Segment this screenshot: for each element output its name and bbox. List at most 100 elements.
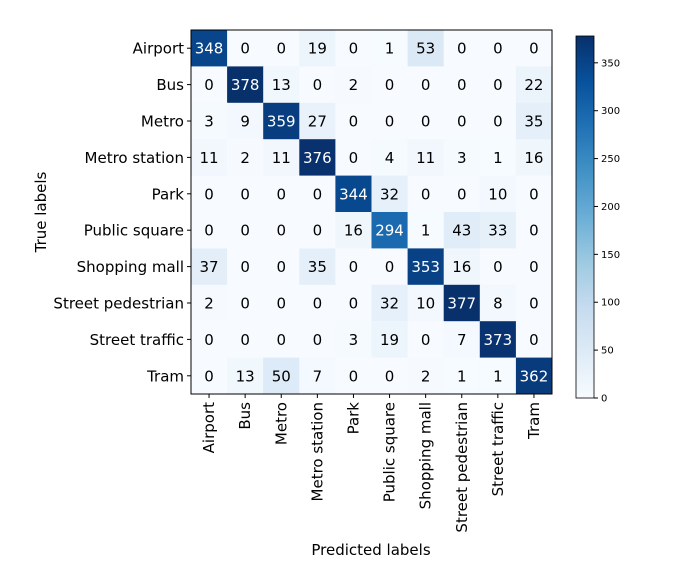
y-tick-label: Metro [141,113,184,131]
cell-value-label: 0 [276,331,286,349]
cell-value-label: 0 [349,258,359,276]
cell-value-label: 1 [457,367,467,385]
cell-value-label: 0 [457,40,467,58]
heatmap-cell [263,212,300,249]
heatmap-cell [443,30,481,67]
heatmap-cell [335,357,372,395]
heatmap-cell [479,248,517,286]
cell-value-label: 9 [240,113,250,131]
cell-value-label: 0 [240,295,250,313]
heatmap-cell [191,175,228,213]
heatmap-cell [515,30,553,67]
cell-value-label: 377 [447,295,476,313]
heatmap-cell [515,248,553,286]
heatmap-cell [299,321,336,359]
cell-value-label: 13 [272,76,291,94]
heatmap-cell [263,139,300,177]
cell-value-label: 373 [484,331,513,349]
heatmap-cell [407,139,445,177]
y-tick-label: Shopping mall [77,258,184,276]
heatmap-cell [335,139,372,177]
cell-value-label: 0 [313,76,323,94]
heatmap-cell [515,357,553,395]
cell-value-label: 353 [411,258,440,276]
y-tick-label: Street pedestrian [53,295,184,313]
y-axis-ticks: Airport Bus Metro Metro station Park Public s… [53,40,191,385]
x-tick-label: Street traffic [489,402,507,496]
heatmap-cell [479,357,517,395]
heatmap-frame [190,29,553,395]
x-tick-label: Street pedestrian [453,402,471,533]
cell-value-label: 7 [313,367,323,385]
cell-value-label: 22 [524,76,543,94]
y-axis-label: True labels [32,171,50,253]
cell-value-label: 19 [308,40,327,58]
heatmap-cell [515,66,553,104]
y-tick-label: Airport [133,40,184,58]
heatmap-cell [299,175,336,213]
cell-value-label: 0 [421,185,431,203]
heatmap-cell [479,284,517,322]
cell-value-label: 0 [385,258,395,276]
heatmap-cell [479,175,517,213]
heatmap-cell [515,284,553,322]
cell-value-label: 0 [276,185,286,203]
cell-value-label: 0 [457,185,467,203]
cell-value-label: 0 [204,222,214,240]
heatmap-cell [191,102,228,140]
heatmap-cell [227,357,264,395]
cell-value-label: 0 [204,367,214,385]
heatmap-cell [299,284,336,322]
cell-value-label: 0 [493,40,503,58]
colorbar-tick-label: 0 [601,394,607,405]
colorbar-tick-label: 250 [601,154,620,165]
heatmap-cell [371,139,409,177]
cell-value-label: 3 [349,331,359,349]
heatmap-cell [371,30,409,67]
heatmap-cell [227,248,264,286]
heatmap-cell [515,139,553,177]
heatmap-cell [191,139,228,177]
heatmap-cell [371,284,409,322]
heatmap-cell [371,321,409,359]
cell-value-label: 0 [240,258,250,276]
cell-value-label: 3 [204,113,214,131]
heatmap-cell [299,212,336,249]
colorbar-ticks: 0 50 100 150 200 250 300 350 [594,58,620,405]
heatmap-cell [515,212,553,249]
cell-value-label: 0 [204,331,214,349]
cell-value-label: 0 [421,331,431,349]
heatmap-cell [263,175,300,213]
heatmap-cell [407,175,445,213]
cell-value-label: 0 [529,258,539,276]
cell-value-label: 0 [204,185,214,203]
cell-value-label: 13 [236,367,255,385]
cell-value-label: 16 [344,222,363,240]
heatmap-cell [191,30,228,67]
heatmap-cell [443,66,481,104]
heatmap-cell [443,357,481,395]
heatmap-cell [479,30,517,67]
heatmap-cells [191,30,553,395]
cell-value-label: 16 [524,149,543,167]
cell-value-label: 11 [200,149,219,167]
cell-value-label: 0 [276,295,286,313]
cell-value-label: 0 [313,295,323,313]
heatmap-cell [263,357,300,395]
heatmap-cell [371,66,409,104]
cell-value-label: 27 [308,113,327,131]
heatmap-cell [191,66,228,104]
heatmap-cell [191,284,228,322]
cell-value-label: 53 [416,40,435,58]
heatmap-cell [335,102,372,140]
heatmap-cell [335,212,372,249]
cell-value-label: 2 [421,367,431,385]
heatmap-cell [479,66,517,104]
heatmap-cell [443,139,481,177]
heatmap-cell [299,66,336,104]
cell-value-label: 0 [529,222,539,240]
x-tick-label: Tram [525,402,543,440]
heatmap-cell [335,175,372,213]
colorbar-tick-label: 150 [601,250,620,261]
cell-value-label: 0 [240,222,250,240]
